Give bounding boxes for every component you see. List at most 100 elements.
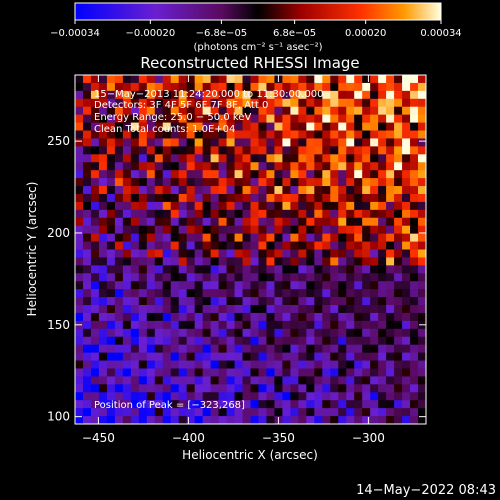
heatmap-cell [146,233,156,243]
heatmap-cell [274,146,284,155]
heatmap-cell [178,289,188,298]
heatmap-cell [114,352,124,362]
heatmap-cell [98,162,108,171]
heatmap-cell [106,193,116,203]
heatmap-cell [394,416,403,424]
heatmap-cell [266,249,276,259]
heatmap-cell [202,170,212,179]
heatmap-cell [354,368,363,378]
heatmap-cell [106,257,116,266]
heatmap-cell [266,146,276,155]
heatmap-cell [298,170,307,179]
heatmap-cell [298,328,307,338]
heatmap-cell [410,241,419,251]
heatmap-cell [154,225,164,235]
heatmap-cell [98,368,108,378]
heatmap-cell [386,408,395,417]
heatmap-cell [418,305,426,314]
heatmap-cell [386,273,395,282]
heatmap-cell [266,178,276,187]
heatmap-cell [298,336,307,346]
heatmap-cell [82,352,92,362]
heatmap-cell [290,368,299,378]
heatmap-cell [154,352,164,362]
heatmap-cell [290,193,299,203]
heatmap-cell [338,225,347,235]
heatmap-cell [114,114,124,124]
heatmap-cell [306,186,315,195]
heatmap-cell [258,265,268,274]
heatmap-cell [410,352,419,362]
heatmap-cell [394,225,403,235]
heatmap-cell [218,352,228,362]
heatmap-cell [226,106,236,116]
heatmap-cell [122,178,132,187]
heatmap-cell [122,217,132,227]
heatmap-cell [234,98,244,108]
heatmap-cell [234,233,244,243]
heatmap-cell [138,265,148,274]
heatmap-cell [82,400,92,409]
heatmap-cell [290,154,299,163]
heatmap-cell [154,193,164,203]
heatmap-cell [234,193,244,203]
heatmap-cell [75,98,84,108]
heatmap-cell [162,408,172,417]
heatmap-cell [402,106,411,116]
heatmap-cell [330,249,339,259]
heatmap-cell [242,360,252,370]
heatmap-cell [402,122,411,132]
heatmap-cell [154,186,164,195]
heatmap-cell [90,90,100,100]
heatmap-cell [314,130,323,140]
heatmap-cell [402,273,411,282]
heatmap-cell [138,130,148,140]
heatmap-cell [98,130,108,140]
heatmap-cell [354,130,363,140]
heatmap-cell [178,360,188,370]
heatmap-cell [290,400,299,409]
heatmap-cell [90,305,100,314]
heatmap-cell [178,408,188,417]
heatmap-cell [274,400,284,409]
heatmap-cell [282,265,291,274]
heatmap-cell [354,217,363,227]
heatmap-cell [218,368,228,378]
heatmap-cell [370,297,379,306]
heatmap-cell [258,217,268,227]
heatmap-cell [378,138,387,147]
heatmap-cell [210,408,220,417]
heatmap-cell [418,360,426,370]
heatmap-cell [242,162,252,171]
heatmap-cell [338,289,347,298]
heatmap-cell [210,297,220,306]
heatmap-cell [346,75,355,84]
heatmap-cell [298,312,307,322]
heatmap-cell [106,130,116,140]
heatmap-cell [386,360,395,370]
heatmap-cell [194,130,204,140]
heatmap-cell [290,106,299,116]
heatmap-cell [322,344,331,354]
heatmap-cell [186,400,196,409]
heatmap-cell [402,360,411,370]
heatmap-cell [138,336,148,346]
heatmap-cell [410,186,419,195]
heatmap-cell [234,297,244,306]
heatmap-cell [258,336,268,346]
heatmap-cell [370,178,379,187]
heatmap-cell [306,146,315,155]
heatmap-cell [306,233,315,243]
heatmap-cell [122,336,132,346]
heatmap-cell [202,98,212,108]
heatmap-cell [282,416,291,424]
heatmap-cell [226,281,236,290]
heatmap-cell [82,75,92,84]
heatmap-cell [258,138,268,147]
heatmap-cell [194,98,204,108]
heatmap-cell [410,233,419,243]
heatmap-cell [186,265,196,274]
heatmap-cell [210,82,220,92]
heatmap-cell [378,225,387,235]
heatmap-cell [338,249,347,259]
